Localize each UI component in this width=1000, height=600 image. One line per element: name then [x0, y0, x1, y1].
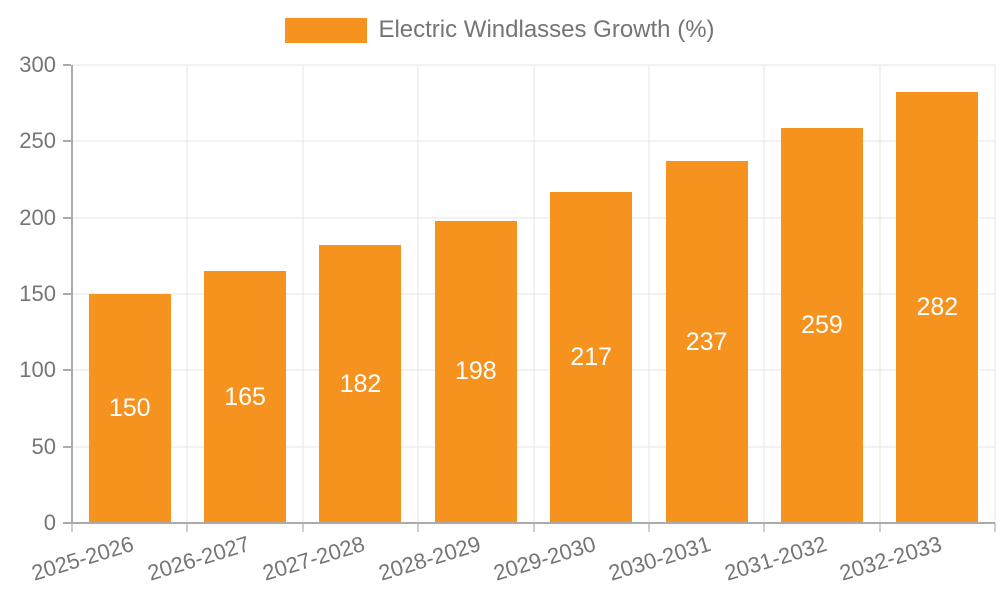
x-axis-line	[71, 522, 995, 524]
bar-slot: 259	[764, 65, 879, 523]
bar-slot: 282	[880, 65, 995, 523]
y-tick	[63, 522, 71, 524]
x-tick	[71, 523, 73, 532]
y-tick-label: 0	[43, 510, 56, 535]
gridline-vertical	[417, 65, 419, 523]
bar[interactable]: 165	[204, 271, 287, 523]
x-tick-label: 2031-2032	[721, 531, 830, 586]
bar[interactable]: 237	[665, 161, 748, 523]
x-tick-label: 2029-2030	[490, 531, 599, 586]
bar-value-label: 198	[454, 357, 497, 386]
bar-value-label: 237	[685, 327, 728, 356]
legend-label: Electric Windlasses Growth (%)	[378, 16, 715, 43]
bar-value-label: 259	[801, 310, 843, 339]
gridline-vertical	[994, 65, 996, 523]
y-tick-label: 100	[19, 357, 56, 383]
bar-slot: 182	[303, 65, 418, 523]
bar-slot: 150	[72, 65, 187, 523]
bar[interactable]: 182	[319, 245, 402, 523]
x-tick-label: 2025-2026	[29, 531, 137, 586]
bar-value-label: 182	[339, 369, 382, 398]
x-tick-label: 2030-2031	[605, 531, 714, 586]
gridline-vertical	[648, 65, 650, 523]
legend-color-swatch	[285, 17, 368, 43]
x-tick	[994, 523, 996, 532]
x-tick	[763, 523, 766, 532]
x-tick	[417, 523, 420, 532]
y-tick	[63, 445, 71, 448]
gridline-vertical	[533, 65, 534, 523]
y-tick	[63, 369, 71, 372]
plot-area: 150 165 182 198 217 237 259 282 2025-2026 2026-2…	[29, 64, 996, 586]
x-tick	[532, 523, 535, 532]
y-tick-label: 150	[19, 281, 56, 306]
gridline-vertical	[302, 65, 304, 523]
y-tick-label: 250	[19, 128, 56, 154]
y-tick	[63, 293, 71, 295]
bar[interactable]: 217	[550, 191, 633, 523]
x-tick	[186, 523, 189, 532]
x-tick	[878, 523, 881, 532]
legend[interactable]: Electric Windlasses Growth (%)	[0, 16, 1000, 44]
x-tick	[301, 523, 304, 532]
bar-slot: 237	[649, 65, 764, 523]
bar[interactable]: 259	[780, 127, 863, 523]
bar-value-label: 282	[916, 293, 959, 322]
x-tick	[647, 523, 650, 532]
y-tick	[63, 140, 71, 143]
x-tick-label: 2027-2028	[259, 531, 368, 586]
gridline-vertical	[763, 65, 765, 523]
gridline-vertical	[186, 65, 188, 523]
y-tick-label: 50	[31, 433, 56, 459]
bars-container: 150 165 182 198 217 237 259 282	[72, 65, 995, 523]
y-axis-labels: 0 50 100 150 200 250 300	[0, 52, 56, 535]
y-tick	[63, 216, 71, 219]
y-tick-label: 200	[19, 204, 56, 230]
bar-slot: 198	[418, 65, 533, 523]
x-tick-label: 2032-2033	[836, 531, 945, 586]
y-tick-label: 300	[19, 52, 56, 77]
x-tick-label: 2026-2027	[144, 531, 253, 586]
x-tick-label: 2028-2029	[375, 531, 484, 586]
bar[interactable]: 150	[88, 294, 171, 523]
y-tick	[63, 64, 71, 66]
bar[interactable]: 282	[896, 92, 979, 523]
bar-value-label: 217	[570, 342, 613, 371]
bar-slot: 165	[187, 65, 302, 523]
bar-slot: 217	[534, 65, 649, 523]
gridline-vertical	[879, 65, 881, 523]
y-axis-line	[71, 65, 73, 523]
bar-value-label: 165	[224, 382, 266, 411]
bar-value-label: 150	[108, 394, 151, 422]
bar[interactable]: 198	[434, 220, 517, 523]
